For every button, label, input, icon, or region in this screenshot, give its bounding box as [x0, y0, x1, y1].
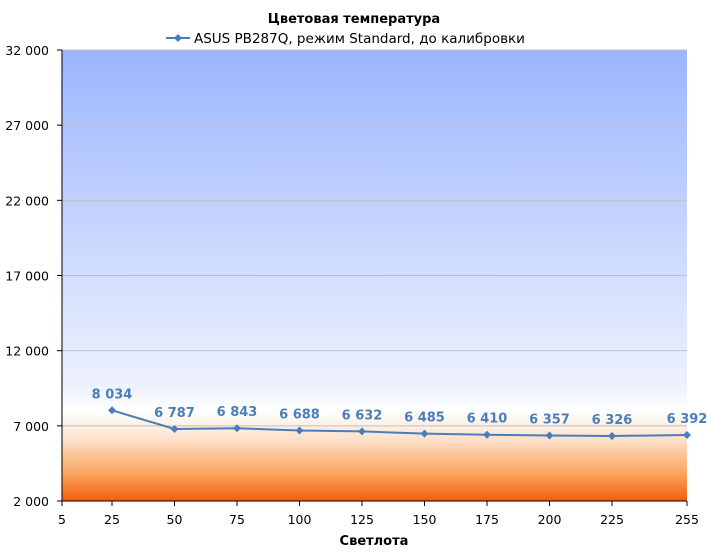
y-tick-label: 22 000: [5, 193, 49, 208]
data-point: [233, 424, 241, 433]
data-label: 6 787: [154, 406, 195, 421]
data-label: 6 688: [279, 408, 320, 423]
data-labels: 8 034 6 787 6 843 6 688 6 632 6 485 6 410 6 357…: [92, 387, 708, 428]
x-tick-label: 150: [413, 512, 437, 527]
chart-title: Цветовая температура: [268, 12, 440, 27]
data-point: [358, 427, 366, 436]
y-tick-label: 2 000: [13, 494, 49, 509]
data-label: 6 843: [217, 405, 258, 420]
x-tick-label: 200: [538, 512, 562, 527]
x-tick-label: 125: [350, 512, 374, 527]
x-tick-label: 25: [104, 512, 120, 527]
y-tick-label: 32 000: [5, 43, 49, 58]
data-label: 6 326: [592, 413, 633, 428]
data-point: [545, 431, 554, 440]
x-tick-label: 175: [475, 512, 499, 527]
data-point: [108, 406, 116, 415]
x-tick-label: 225: [600, 512, 624, 527]
data-label: 6 485: [404, 411, 445, 426]
x-tick-label: 255: [675, 512, 699, 527]
y-tick-label: 12 000: [5, 344, 49, 359]
x-tick-label: 5: [58, 512, 66, 527]
data-label: 6 392: [667, 412, 708, 427]
legend-label: ASUS PB287Q, режим Standard, до калибров…: [194, 31, 525, 47]
data-point: [170, 425, 179, 434]
legend: ASUS PB287Q, режим Standard, до калибров…: [166, 31, 525, 47]
data-series: [108, 406, 691, 440]
x-tick-label: 100: [288, 512, 312, 527]
data-label: 8 034: [92, 387, 133, 402]
y-tick-label: 27 000: [5, 118, 49, 133]
data-point: [683, 430, 691, 439]
x-axis-title: Светлота: [340, 534, 409, 549]
series-line: [111, 409, 688, 438]
legend-marker: [174, 34, 182, 42]
y-tick-label: 17 000: [5, 269, 49, 284]
data-point: [295, 426, 304, 435]
data-point: [608, 431, 616, 440]
data-label: 6 410: [467, 412, 508, 427]
data-label: 6 357: [529, 412, 570, 427]
axes: 2 000 7 000 12 000 17 000 22 000 27 000 32 000…: [5, 43, 699, 527]
data-point: [483, 430, 491, 439]
data-point: [420, 429, 429, 438]
x-tick-label: 75: [229, 512, 245, 527]
y-tick-label: 7 000: [13, 419, 49, 434]
x-tick-label: 50: [167, 512, 183, 527]
data-label: 6 632: [342, 408, 383, 423]
